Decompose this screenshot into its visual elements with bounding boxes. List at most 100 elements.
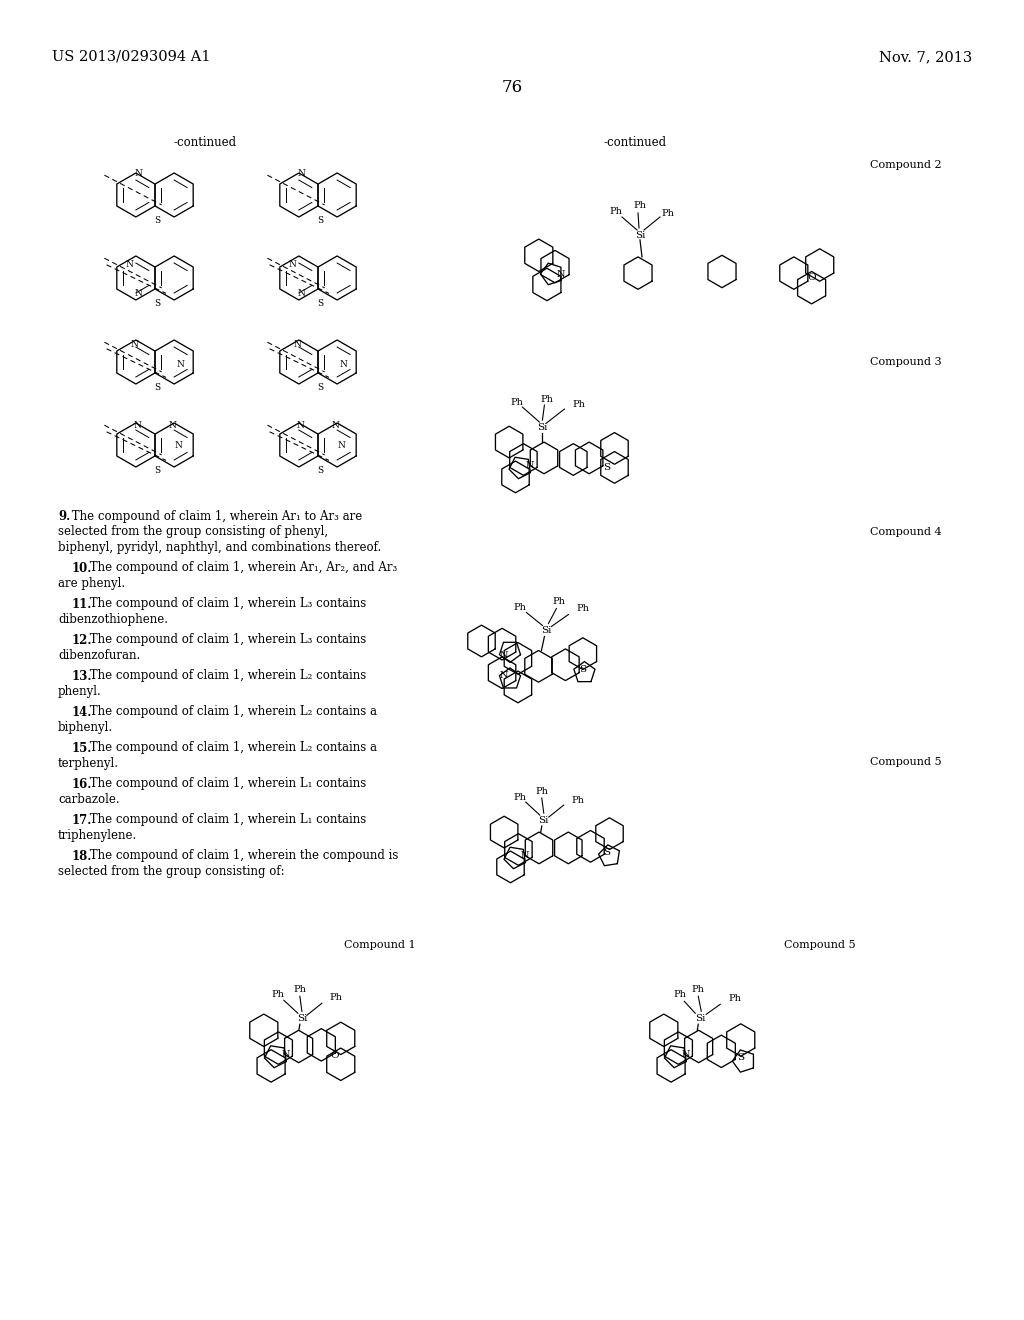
Text: The compound of claim 1, wherein L₂ contains a: The compound of claim 1, wherein L₂ cont… [86, 742, 377, 755]
Text: Compound 5: Compound 5 [784, 940, 856, 950]
Text: 14.: 14. [72, 705, 92, 718]
Text: Ph: Ph [609, 207, 623, 216]
Text: Ph: Ph [513, 792, 526, 801]
Text: Ph: Ph [536, 787, 548, 796]
Text: are phenyl.: are phenyl. [58, 577, 125, 590]
Text: Si: Si [538, 422, 548, 432]
Text: Ph: Ph [572, 400, 586, 409]
Text: N: N [340, 360, 348, 368]
Text: N: N [168, 421, 176, 430]
Text: US 2013/0293094 A1: US 2013/0293094 A1 [52, 50, 211, 63]
Text: S: S [737, 1052, 744, 1061]
Text: S: S [155, 300, 161, 309]
Text: S: S [603, 463, 610, 473]
Text: O: O [330, 1051, 339, 1060]
Text: N: N [289, 260, 296, 269]
Text: The compound of claim 1, wherein Ar₁ to Ar₃ are: The compound of claim 1, wherein Ar₁ to … [68, 510, 361, 523]
Text: 76: 76 [502, 79, 522, 96]
Text: S: S [580, 665, 587, 675]
Text: S: S [603, 849, 610, 857]
Text: 13.: 13. [72, 669, 92, 682]
Text: Ph: Ph [692, 985, 705, 994]
Text: 9.: 9. [58, 510, 71, 523]
Text: N: N [282, 1051, 290, 1059]
Text: Nov. 7, 2013: Nov. 7, 2013 [879, 50, 972, 63]
Text: phenyl.: phenyl. [58, 685, 101, 698]
Text: S: S [155, 216, 161, 226]
Text: N: N [556, 271, 565, 280]
Text: biphenyl, pyridyl, naphthyl, and combinations thereof.: biphenyl, pyridyl, naphthyl, and combina… [58, 541, 381, 554]
Text: S: S [317, 300, 324, 309]
Text: N: N [177, 360, 184, 368]
Text: Ph: Ph [510, 397, 523, 407]
Text: Compound 4: Compound 4 [870, 527, 942, 537]
Text: dibenzothiophene.: dibenzothiophene. [58, 612, 168, 626]
Text: N: N [133, 421, 141, 430]
Text: triphenylene.: triphenylene. [58, 829, 137, 842]
Text: N: N [175, 441, 182, 450]
Text: S: S [317, 216, 324, 226]
Text: terphenyl.: terphenyl. [58, 756, 119, 770]
Text: 12.: 12. [72, 634, 92, 647]
Text: Ph: Ph [674, 990, 687, 999]
Text: 17.: 17. [72, 813, 92, 826]
Text: selected from the group consisting of phenyl,: selected from the group consisting of ph… [58, 525, 328, 539]
Text: Compound 3: Compound 3 [870, 356, 942, 367]
Text: The compound of claim 1, wherein L₂ contains: The compound of claim 1, wherein L₂ cont… [86, 669, 367, 682]
Text: 16.: 16. [72, 777, 92, 791]
Text: Ph: Ph [634, 201, 646, 210]
Text: The compound of claim 1, wherein L₃ contains: The compound of claim 1, wherein L₃ cont… [86, 634, 367, 647]
Text: Ph: Ph [513, 603, 526, 612]
Text: N: N [520, 850, 529, 859]
Text: The compound of claim 1, wherein L₁ contains: The compound of claim 1, wherein L₁ cont… [86, 777, 367, 791]
Text: N: N [125, 260, 133, 269]
Text: dibenzofuran.: dibenzofuran. [58, 649, 140, 663]
Text: The compound of claim 1, wherein Ar₁, Ar₂, and Ar₃: The compound of claim 1, wherein Ar₁, Ar… [86, 561, 397, 574]
Text: S: S [317, 466, 324, 475]
Text: Compound 1: Compound 1 [344, 940, 416, 950]
Text: 18.: 18. [72, 850, 92, 862]
Text: -continued: -continued [173, 136, 237, 149]
Text: N: N [297, 169, 305, 177]
Text: -continued: -continued [603, 136, 667, 149]
Text: N: N [500, 651, 508, 660]
Text: N: N [338, 441, 345, 450]
Text: Si: Si [297, 1014, 307, 1023]
Text: Si: Si [542, 626, 552, 635]
Text: N: N [294, 339, 302, 348]
Text: 11.: 11. [72, 598, 92, 610]
Text: S: S [155, 383, 161, 392]
Text: selected from the group consisting of:: selected from the group consisting of: [58, 865, 285, 878]
Text: Ph: Ph [728, 994, 741, 1003]
Text: N: N [296, 421, 304, 430]
Text: O: O [807, 273, 816, 282]
Text: Ph: Ph [571, 796, 585, 805]
Text: Ph: Ph [540, 395, 553, 404]
Text: The compound of claim 1, wherein L₃ contains: The compound of claim 1, wherein L₃ cont… [86, 598, 367, 610]
Text: S: S [155, 466, 161, 475]
Text: The compound of claim 1, wherein L₂ contains a: The compound of claim 1, wherein L₂ cont… [86, 705, 377, 718]
Text: Ph: Ph [662, 209, 675, 218]
Text: carbazole.: carbazole. [58, 793, 120, 807]
Text: Ph: Ph [577, 605, 589, 612]
Text: 10.: 10. [72, 561, 92, 574]
Text: Compound 5: Compound 5 [870, 756, 942, 767]
Text: Si: Si [695, 1014, 706, 1023]
Text: N: N [134, 289, 142, 298]
Text: N: N [297, 289, 305, 298]
Text: N: N [134, 169, 142, 177]
Text: Compound 2: Compound 2 [870, 160, 942, 170]
Text: 15.: 15. [72, 742, 92, 755]
Text: The compound of claim 1, wherein L₁ contains: The compound of claim 1, wherein L₁ cont… [86, 813, 367, 826]
Text: Si: Si [635, 231, 645, 239]
Text: The compound of claim 1, wherein the compound is: The compound of claim 1, wherein the com… [86, 850, 398, 862]
Text: N: N [681, 1051, 690, 1059]
Text: N: N [331, 421, 339, 430]
Text: N: N [131, 339, 138, 348]
Text: Ph: Ph [271, 990, 285, 999]
Text: N: N [525, 461, 534, 470]
Text: Ph: Ph [294, 985, 306, 994]
Text: Ph: Ph [330, 993, 343, 1002]
Text: biphenyl.: biphenyl. [58, 721, 113, 734]
Text: Ph: Ph [552, 597, 565, 606]
